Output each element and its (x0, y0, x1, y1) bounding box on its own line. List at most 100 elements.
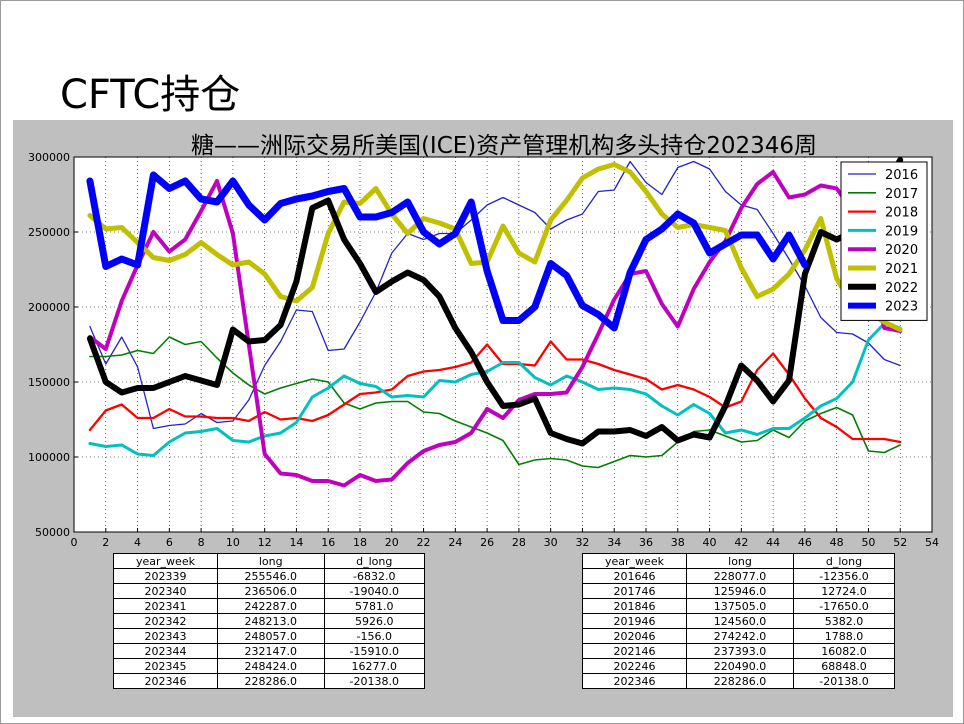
plot-area (73, 156, 933, 533)
x-tick-label: 28 (512, 536, 526, 549)
table-cell: 220490.0 (685, 658, 795, 674)
table-row: 201746 125946.0 12724.0 (582, 583, 895, 599)
x-tick-label: 36 (639, 536, 653, 549)
x-tick-label: 44 (766, 536, 780, 549)
x-tick-label: 46 (798, 536, 812, 549)
series-line-2022 (86, 157, 904, 447)
table-cell: 202246 (582, 658, 687, 674)
table-cell: 202341 (113, 598, 218, 614)
table-cell: 248057.0 (217, 628, 325, 644)
line-chart: 糖——洲际交易所美国(ICE)资产管理机构多头持仓202346周 0 2 4 6 8 10… (28, 133, 939, 549)
table-cell: 202343 (113, 628, 218, 644)
table-cell: 228286.0 (685, 673, 795, 689)
x-tick-label: 16 (321, 536, 335, 549)
table-cell: 124560.0 (685, 613, 795, 629)
same-week-by-year-table: year_week long d_long 201646 228077.0 -12356… (582, 553, 895, 689)
x-tick-label: 26 (480, 536, 494, 549)
series-line-2020 (87, 170, 903, 488)
table-cell: 5926.0 (323, 613, 426, 629)
x-tick-label: 48 (830, 536, 844, 549)
x-tick-label: 4 (134, 536, 141, 549)
y-tick-label: 150000 (28, 376, 70, 389)
table-cell: 228077.0 (685, 568, 795, 584)
x-tick-label: 52 (893, 536, 907, 549)
legend-label: 2022 (885, 281, 918, 296)
table-cell: 5781.0 (323, 598, 426, 614)
legend-label: 2018 (885, 206, 918, 221)
legend-label: 2020 (885, 243, 918, 258)
table-cell: 201646 (582, 568, 687, 584)
table-row: 202341 242287.0 5781.0 (113, 598, 426, 614)
table-cell: 12724.0 (793, 583, 895, 599)
table-cell: 201746 (582, 583, 687, 599)
table-row: 202342 248213.0 5926.0 (113, 613, 426, 629)
legend: 2016 2017 2018 2019 2020 2021 2022 2023 (840, 161, 928, 321)
x-tick-label: 8 (198, 536, 205, 549)
table-cell: -156.0 (323, 628, 426, 644)
table-cell: 248424.0 (217, 658, 325, 674)
table-row: 202339 255546.0 -6832.0 (113, 568, 426, 584)
table-cell: 202342 (113, 613, 218, 629)
x-tick-label: 30 (544, 536, 558, 549)
series-line-2023 (86, 171, 809, 332)
table-cell: 201846 (582, 598, 687, 614)
series-line-2016 (89, 160, 901, 430)
grid (74, 157, 932, 532)
y-tick-label: 300000 (28, 151, 70, 164)
table-cell: 202345 (113, 658, 218, 674)
table-cell: 202344 (113, 643, 218, 659)
x-tick-label: 14 (289, 536, 303, 549)
table-cell: 1788.0 (793, 628, 895, 644)
table-cell: 274242.0 (685, 628, 795, 644)
x-tick-label: 10 (226, 536, 240, 549)
table-cell: 202346 (113, 673, 218, 689)
legend-label: 2016 (885, 168, 918, 183)
table-row: 201846 137505.0 -17650.0 (582, 598, 895, 614)
table-cell: -17650.0 (793, 598, 895, 614)
table-row: 202340 236506.0 -19040.0 (113, 583, 426, 599)
table-cell: 202346 (582, 673, 687, 689)
table-cell: 248213.0 (217, 613, 325, 629)
slide-title: CFTC持仓 (60, 72, 241, 118)
x-tick-label: 32 (575, 536, 589, 549)
table-cell: -12356.0 (793, 568, 895, 584)
column-header: long (217, 553, 325, 569)
column-header: year_week (582, 553, 687, 569)
table-row: 202346 228286.0 -20138.0 (113, 673, 426, 689)
y-tick-label: 100000 (28, 451, 70, 464)
table-cell: 242287.0 (217, 598, 325, 614)
column-header: d_long (323, 553, 426, 569)
x-tick-label: 22 (417, 536, 431, 549)
table-cell: 16082.0 (793, 643, 895, 659)
legend-label: 2021 (885, 262, 918, 277)
x-tick-label: 40 (703, 536, 717, 549)
table-cell: 137505.0 (685, 598, 795, 614)
table-cell: 202339 (113, 568, 218, 584)
chart-title: 糖——洲际交易所美国(ICE)资产管理机构多头持仓202346周 (191, 133, 817, 159)
table-cell: 237393.0 (685, 643, 795, 659)
y-tick-label: 250000 (28, 226, 70, 239)
x-tick-label: 12 (258, 536, 272, 549)
x-tick-label: 38 (671, 536, 685, 549)
table-row: 202146 237393.0 16082.0 (582, 643, 895, 659)
table-row: 202344 232147.0 -15910.0 (113, 643, 426, 659)
x-tick-label: 0 (71, 536, 78, 549)
legend-label: 2017 (885, 187, 918, 202)
table-cell: 202146 (582, 643, 687, 659)
x-tick-label: 6 (166, 536, 173, 549)
y-tick-label: 50000 (35, 526, 70, 539)
x-tick-label: 54 (925, 536, 939, 549)
table-cell: 5382.0 (793, 613, 895, 629)
table-cell: 255546.0 (217, 568, 325, 584)
table-row: 202246 220490.0 68848.0 (582, 658, 895, 674)
series-line-2021 (87, 162, 903, 332)
x-tick-label: 2 (102, 536, 109, 549)
table-row: 202346 228286.0 -20138.0 (582, 673, 895, 689)
legend-label: 2019 (885, 224, 918, 239)
x-tick-label: 42 (734, 536, 748, 549)
series-line-2019 (88, 322, 902, 457)
table-cell: 68848.0 (793, 658, 895, 674)
table-row: 202046 274242.0 1788.0 (582, 628, 895, 644)
series-line-2018 (88, 340, 902, 444)
series-lines (86, 157, 904, 488)
